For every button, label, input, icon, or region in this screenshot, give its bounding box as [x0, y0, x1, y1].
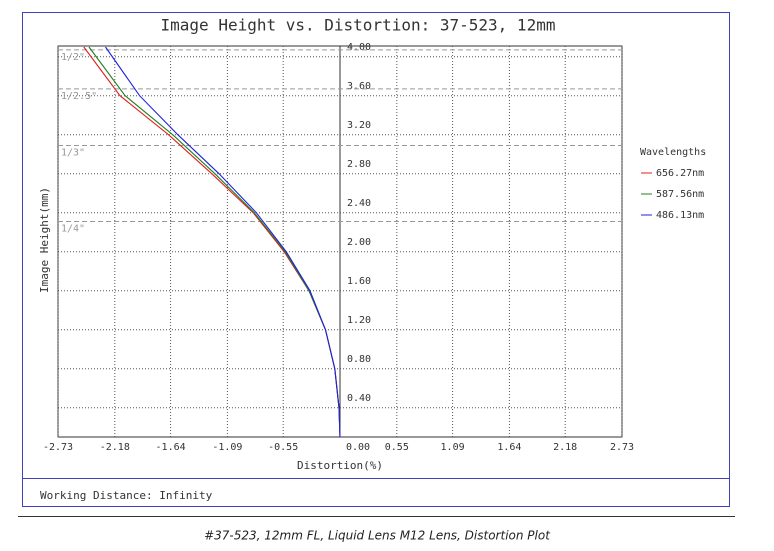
x-tick-label: 1.64 [497, 442, 521, 453]
format-label: 1/4" [61, 224, 85, 235]
y-tick-label: 0.40 [347, 393, 371, 404]
format-label: 1/2.5" [61, 91, 97, 102]
x-tick-label: -0.55 [268, 442, 298, 453]
x-tick-label: -1.09 [212, 442, 242, 453]
legend-label: 587.56nm [656, 189, 704, 200]
caption: #37-523, 12mm FL, Liquid Lens M12 Lens, … [204, 529, 551, 543]
chart-title: Image Height vs. Distortion: 37-523, 12m… [161, 16, 556, 35]
note: Working Distance: Infinity [40, 489, 213, 502]
x-tick-label: 2.73 [610, 442, 634, 453]
data-line [83, 46, 341, 438]
y-tick-label: 1.20 [347, 315, 371, 326]
format-label: 1/2" [61, 52, 85, 63]
x-tick-label: 1.09 [441, 442, 465, 453]
x-tick-label: -2.18 [100, 442, 130, 453]
x-tick-label: -1.64 [156, 442, 186, 453]
y-tick-label: 2.00 [347, 237, 371, 248]
y-tick-label: 3.60 [347, 81, 371, 92]
legend-label: 656.27nm [656, 168, 704, 179]
x-tick-label: 0.55 [385, 442, 409, 453]
legend-label: 486.13nm [656, 210, 704, 221]
x-tick-label: 2.18 [553, 442, 577, 453]
y-tick-label: 1.60 [347, 276, 371, 287]
y-tick-label: 3.20 [347, 120, 371, 131]
y-tick-label: 2.40 [347, 198, 371, 209]
format-label: 1/3" [61, 147, 85, 158]
x-axis-label: Distortion(%) [297, 459, 383, 472]
y-tick-label: 2.80 [347, 159, 371, 170]
y-tick-label: 0.80 [347, 354, 371, 365]
x-tick-label: 0.00 [346, 442, 370, 453]
frame [22, 12, 730, 507]
data-line [88, 46, 341, 438]
x-tick-label: -2.73 [43, 442, 73, 453]
plot-lines [83, 46, 341, 438]
y-tick-label: 4.00 [347, 42, 371, 53]
legend-title: Wavelengths [640, 147, 706, 158]
data-line [105, 46, 341, 438]
y-axis-label: Image Height(mm) [38, 187, 51, 293]
